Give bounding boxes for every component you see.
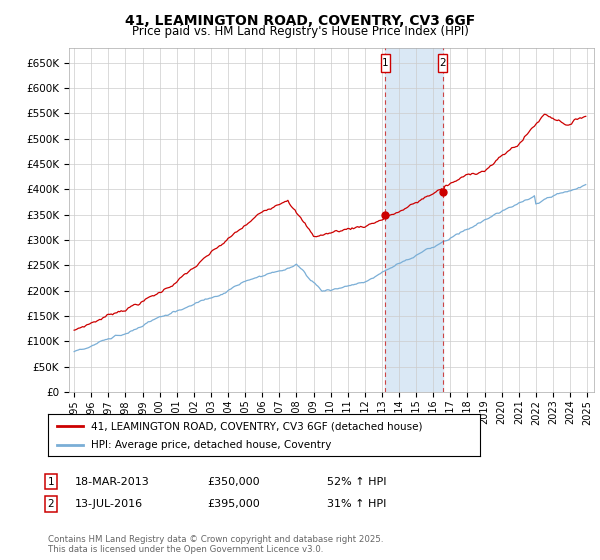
Text: 18-MAR-2013: 18-MAR-2013 [75, 477, 150, 487]
FancyBboxPatch shape [438, 54, 448, 72]
Text: 2: 2 [439, 58, 446, 68]
Text: 1: 1 [382, 58, 389, 68]
Text: Price paid vs. HM Land Registry's House Price Index (HPI): Price paid vs. HM Land Registry's House … [131, 25, 469, 38]
Text: 41, LEAMINGTON ROAD, COVENTRY, CV3 6GF: 41, LEAMINGTON ROAD, COVENTRY, CV3 6GF [125, 14, 475, 28]
Text: 1: 1 [47, 477, 55, 487]
Bar [385, 48, 443, 392]
Text: £395,000: £395,000 [207, 499, 260, 509]
Text: 41, LEAMINGTON ROAD, COVENTRY, CV3 6GF (detached house): 41, LEAMINGTON ROAD, COVENTRY, CV3 6GF (… [91, 421, 422, 431]
Text: 31% ↑ HPI: 31% ↑ HPI [327, 499, 386, 509]
Text: 52% ↑ HPI: 52% ↑ HPI [327, 477, 386, 487]
Text: 2: 2 [47, 499, 55, 509]
FancyBboxPatch shape [380, 54, 390, 72]
Text: 13-JUL-2016: 13-JUL-2016 [75, 499, 143, 509]
Text: Contains HM Land Registry data © Crown copyright and database right 2025.
This d: Contains HM Land Registry data © Crown c… [48, 535, 383, 554]
Text: HPI: Average price, detached house, Coventry: HPI: Average price, detached house, Cove… [91, 440, 332, 450]
Text: £350,000: £350,000 [207, 477, 260, 487]
